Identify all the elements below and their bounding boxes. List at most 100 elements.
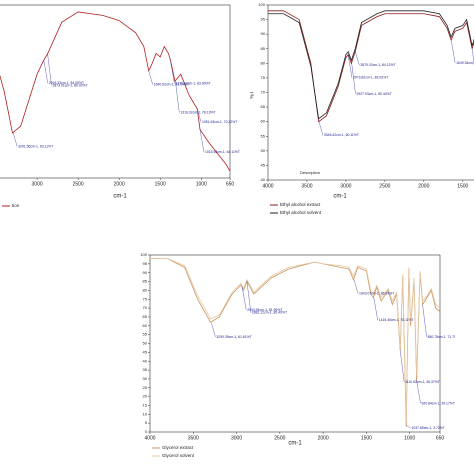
x-tick-label: 2000: [114, 181, 125, 187]
annotation-label: 3346.42cm-1, 60.11%T: [324, 133, 359, 137]
annotation-label: 1037.65cm-1, 3.72%T: [411, 426, 444, 430]
x-tick-label: 2500: [274, 435, 285, 441]
legend-label: Ethyl alcohol extract: [280, 202, 321, 207]
y-tick-label: 40: [143, 358, 148, 363]
y-tick-label: 55: [261, 133, 266, 138]
x-tick-label: 2500: [379, 183, 390, 189]
x-tick-label: 3000: [32, 181, 43, 187]
x-tick-label: 3000: [231, 435, 242, 441]
y-tick-label: 65: [261, 104, 266, 109]
chart-panel: 4000 3500 3000 2500 2000 1500 40 45 50 55 60 65 70 75…: [249, 2, 474, 215]
annotation-leader: [353, 279, 359, 294]
annotation-label: 1375.02cm-1, 83.90%T: [175, 82, 210, 86]
x-tick-label: 3500: [188, 435, 199, 441]
legend-label: Glycerol extract: [162, 445, 194, 450]
annotation-label: 1015.98cm-1, 64.11%T: [205, 150, 240, 154]
legend-label: Ethyl alcohol solvent: [280, 210, 322, 215]
annotation-label: 3291.56cm-1, 63.11%T: [18, 145, 53, 149]
y-tick-label: 70: [261, 90, 266, 95]
x-tick-label: 4000: [144, 435, 155, 441]
annotation-leader: [199, 129, 205, 153]
y-tick-label: 75: [261, 75, 266, 80]
legend-label: tion: [12, 203, 20, 208]
chart-panel: 4000 3500 3000 2500 2000 1500 1000 650 0 5 10 15 20 2…: [140, 252, 461, 458]
y-tick-label: 85: [261, 46, 266, 51]
y-tick-label: 90: [143, 270, 148, 275]
y-tick-label: 85: [143, 279, 148, 284]
x-axis-label: cm-1: [333, 194, 347, 200]
y-tick-label: 60: [261, 119, 266, 124]
y-tick-label: 30: [143, 376, 148, 381]
annotation-leader: [148, 70, 153, 85]
plot-frame: [149, 254, 441, 433]
spectrum-line: [150, 258, 441, 427]
y-axis-label: %T: [249, 91, 255, 99]
y-tick-label: 90: [261, 31, 266, 36]
x-tick-label: 1500: [155, 181, 166, 187]
annotation-leader: [406, 425, 411, 429]
annotation-label: 2934.94cm-1, 81.99%T: [247, 308, 282, 312]
y-tick-label: 75: [143, 296, 148, 301]
annotation-leader: [47, 53, 52, 86]
annotation-label: 1051.63cm-1, 70.22%T: [202, 120, 237, 124]
legend-title: Description: [300, 170, 320, 175]
x-tick-label: 1500: [361, 435, 372, 441]
spectrum-line: [268, 10, 474, 120]
annotation-leader: [318, 121, 324, 136]
annotation-label: 1316.02cm-1, 78.13%T: [180, 111, 215, 115]
annotation-leader: [196, 107, 202, 123]
annotation-leader: [347, 54, 353, 78]
y-tick-label: 45: [261, 162, 266, 167]
x-tick-label: 1000: [404, 435, 415, 441]
y-tick-label: 60: [143, 323, 148, 328]
x-tick-label: 2000: [318, 435, 329, 441]
x-axis-label: cm-1: [288, 441, 302, 447]
y-tick-label: 95: [261, 17, 266, 22]
y-tick-label: 40: [261, 177, 266, 182]
annotation-leader: [246, 280, 252, 313]
annotation-leader: [355, 51, 360, 66]
y-tick-label: 100: [258, 2, 265, 7]
x-tick-label: 2000: [418, 183, 429, 189]
legend-label: Glycerol solvent: [162, 453, 195, 458]
annotation-label: 2973.82cm-1, 83.02%T: [353, 75, 388, 79]
y-tick-label: 20: [143, 394, 148, 399]
y-tick-label: 15: [143, 403, 148, 408]
annotation-label: 2927.93cm-1, 80.44%T: [357, 92, 392, 96]
annotation-leader: [471, 48, 474, 65]
y-tick-label: 55: [143, 332, 148, 337]
x-tick-label: 3000: [340, 183, 351, 189]
y-tick-label: 45: [143, 349, 148, 354]
annotation-label: 3290.39cm-1, 61.61%T: [216, 335, 251, 339]
y-tick-label: 0: [145, 429, 148, 434]
annotation-leader: [422, 304, 427, 338]
annotation-leader: [211, 322, 216, 338]
chart-panel: 3000 2500 2000 1500 1000 650 3291.56cm-1, 63.1…: [0, 4, 240, 208]
annotation-label: 850.75cm-1, 71.75%T: [428, 335, 461, 339]
y-tick-label: 95: [143, 261, 148, 266]
x-tick-label: 1000: [196, 181, 207, 187]
x-tick-label: 650: [436, 435, 445, 441]
annotation-label: 2918.33cm-1, 84.05%T: [49, 81, 84, 85]
y-tick-label: 5: [145, 420, 148, 425]
x-tick-label: 4000: [262, 183, 273, 189]
annotation-leader: [175, 80, 180, 113]
x-axis-label: cm-1: [113, 194, 127, 200]
annotation-leader: [450, 39, 456, 63]
plot-frame: [0, 4, 231, 179]
annotation-leader: [399, 349, 405, 382]
annotation-leader: [416, 380, 421, 404]
annotation-label: 1110.52cm-1, 46.37%T: [405, 380, 440, 384]
y-tick-label: 35: [143, 367, 148, 372]
y-tick-label: 50: [261, 148, 266, 153]
x-tick-label: 1500: [457, 183, 468, 189]
y-tick-label: 100: [140, 252, 147, 257]
y-tick-label: 65: [143, 314, 148, 319]
annotation-leader: [373, 297, 378, 321]
annotation-leader: [43, 60, 48, 84]
spectrum-line: [150, 258, 441, 422]
annotation-leader: [170, 60, 175, 84]
y-tick-label: 10: [143, 411, 148, 416]
x-tick-label: 2500: [73, 181, 84, 187]
